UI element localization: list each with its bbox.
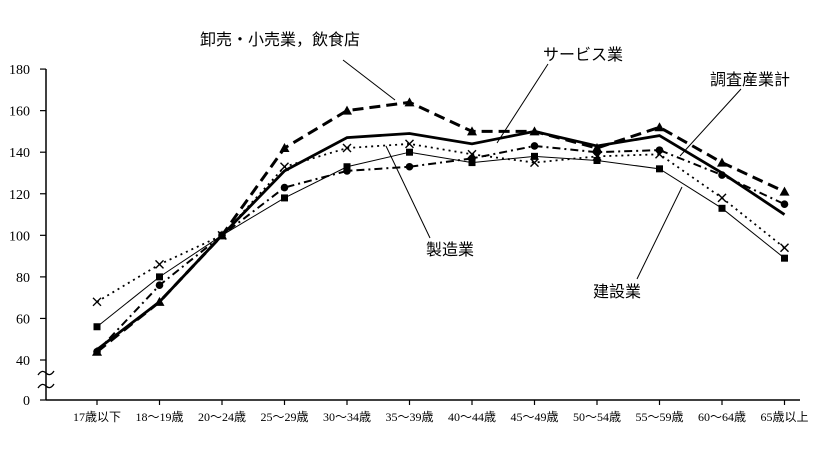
data-point-x — [155, 259, 164, 269]
axis-break-mark — [37, 370, 55, 376]
y-tick-label: 180 — [9, 63, 30, 78]
annotation-label: 調査産業計 — [710, 71, 790, 89]
data-point-x — [280, 162, 289, 172]
data-point-square — [718, 204, 726, 212]
annotation-leader-line — [636, 186, 683, 280]
data-point-circle — [530, 142, 539, 150]
annotation-leader-line — [385, 145, 431, 239]
data-point-triangle — [779, 186, 790, 196]
data-point-square — [156, 273, 163, 281]
series-line — [96, 144, 785, 353]
x-tick-label: 55～59歳 — [635, 410, 683, 424]
data-point-x — [717, 193, 727, 203]
x-tick-label: 50～54歳 — [573, 410, 621, 424]
data-point-square — [781, 254, 788, 262]
data-point-triangle — [592, 143, 602, 153]
data-point-x — [92, 297, 102, 307]
y-tick-label: 0 — [23, 394, 30, 409]
annotation-label: 建設業 — [593, 283, 641, 301]
x-tick-label: 25～29歳 — [260, 410, 308, 424]
annotation-label: 卸売・小売業，飲食店 — [200, 31, 360, 49]
x-tick-label: 45～49歳 — [510, 410, 558, 424]
data-point-circle — [405, 162, 414, 171]
x-tick-label: 20～24歳 — [198, 410, 246, 424]
annotation-leader-line — [679, 88, 742, 157]
series-line — [96, 142, 786, 303]
data-point-x — [780, 243, 789, 253]
annotation-leader-line — [496, 63, 549, 144]
data-point-circle — [780, 200, 789, 208]
data-point-triangle — [279, 143, 290, 153]
y-tick-label: 120 — [9, 188, 30, 203]
data-point-square — [531, 152, 538, 160]
data-point-square — [656, 165, 663, 173]
annotation-leader-line — [342, 59, 396, 101]
y-tick-label: 80 — [16, 271, 30, 286]
x-tick-label: 60～64歳 — [698, 410, 746, 424]
x-tick-label: 35～39歳 — [385, 410, 433, 424]
data-point-circle — [468, 154, 476, 163]
axis-break-mark — [37, 383, 55, 389]
data-point-triangle — [717, 157, 727, 167]
y-tick-label: 100 — [9, 229, 30, 244]
series-line — [96, 129, 786, 351]
series-line — [96, 151, 785, 328]
data-point-circle — [155, 281, 164, 289]
data-point-circle — [655, 146, 664, 154]
data-point-square — [593, 157, 601, 165]
data-point-square — [281, 194, 288, 202]
data-point-triangle — [467, 126, 477, 136]
data-point-x — [405, 139, 414, 149]
data-point-triangle — [404, 97, 415, 107]
x-tick-label: 18～19歳 — [135, 410, 183, 424]
x-tick-label: 40～44歳 — [448, 410, 496, 424]
x-tick-label: 65歳以上 — [760, 410, 808, 424]
annotation-label: 製造業 — [426, 241, 474, 259]
data-point-square — [93, 323, 101, 331]
data-point-circle — [343, 167, 351, 175]
y-tick-label: 40 — [16, 354, 30, 369]
data-point-triangle — [654, 122, 665, 132]
data-point-square — [343, 163, 351, 171]
y-tick-label: 160 — [9, 105, 30, 120]
data-point-circle — [280, 183, 289, 192]
data-point-x — [530, 158, 539, 168]
data-point-triangle — [92, 346, 102, 356]
data-point-triangle — [342, 105, 352, 115]
annotation-label: サービス業 — [543, 46, 623, 64]
y-tick-label: 60 — [16, 312, 30, 327]
y-tick-label: 140 — [9, 146, 30, 161]
data-point-square — [468, 159, 476, 167]
data-point-square — [406, 148, 413, 156]
data-point-x — [342, 143, 352, 153]
x-tick-label: 17歳以下 — [73, 410, 121, 424]
x-tick-label: 30～34歳 — [323, 410, 371, 424]
